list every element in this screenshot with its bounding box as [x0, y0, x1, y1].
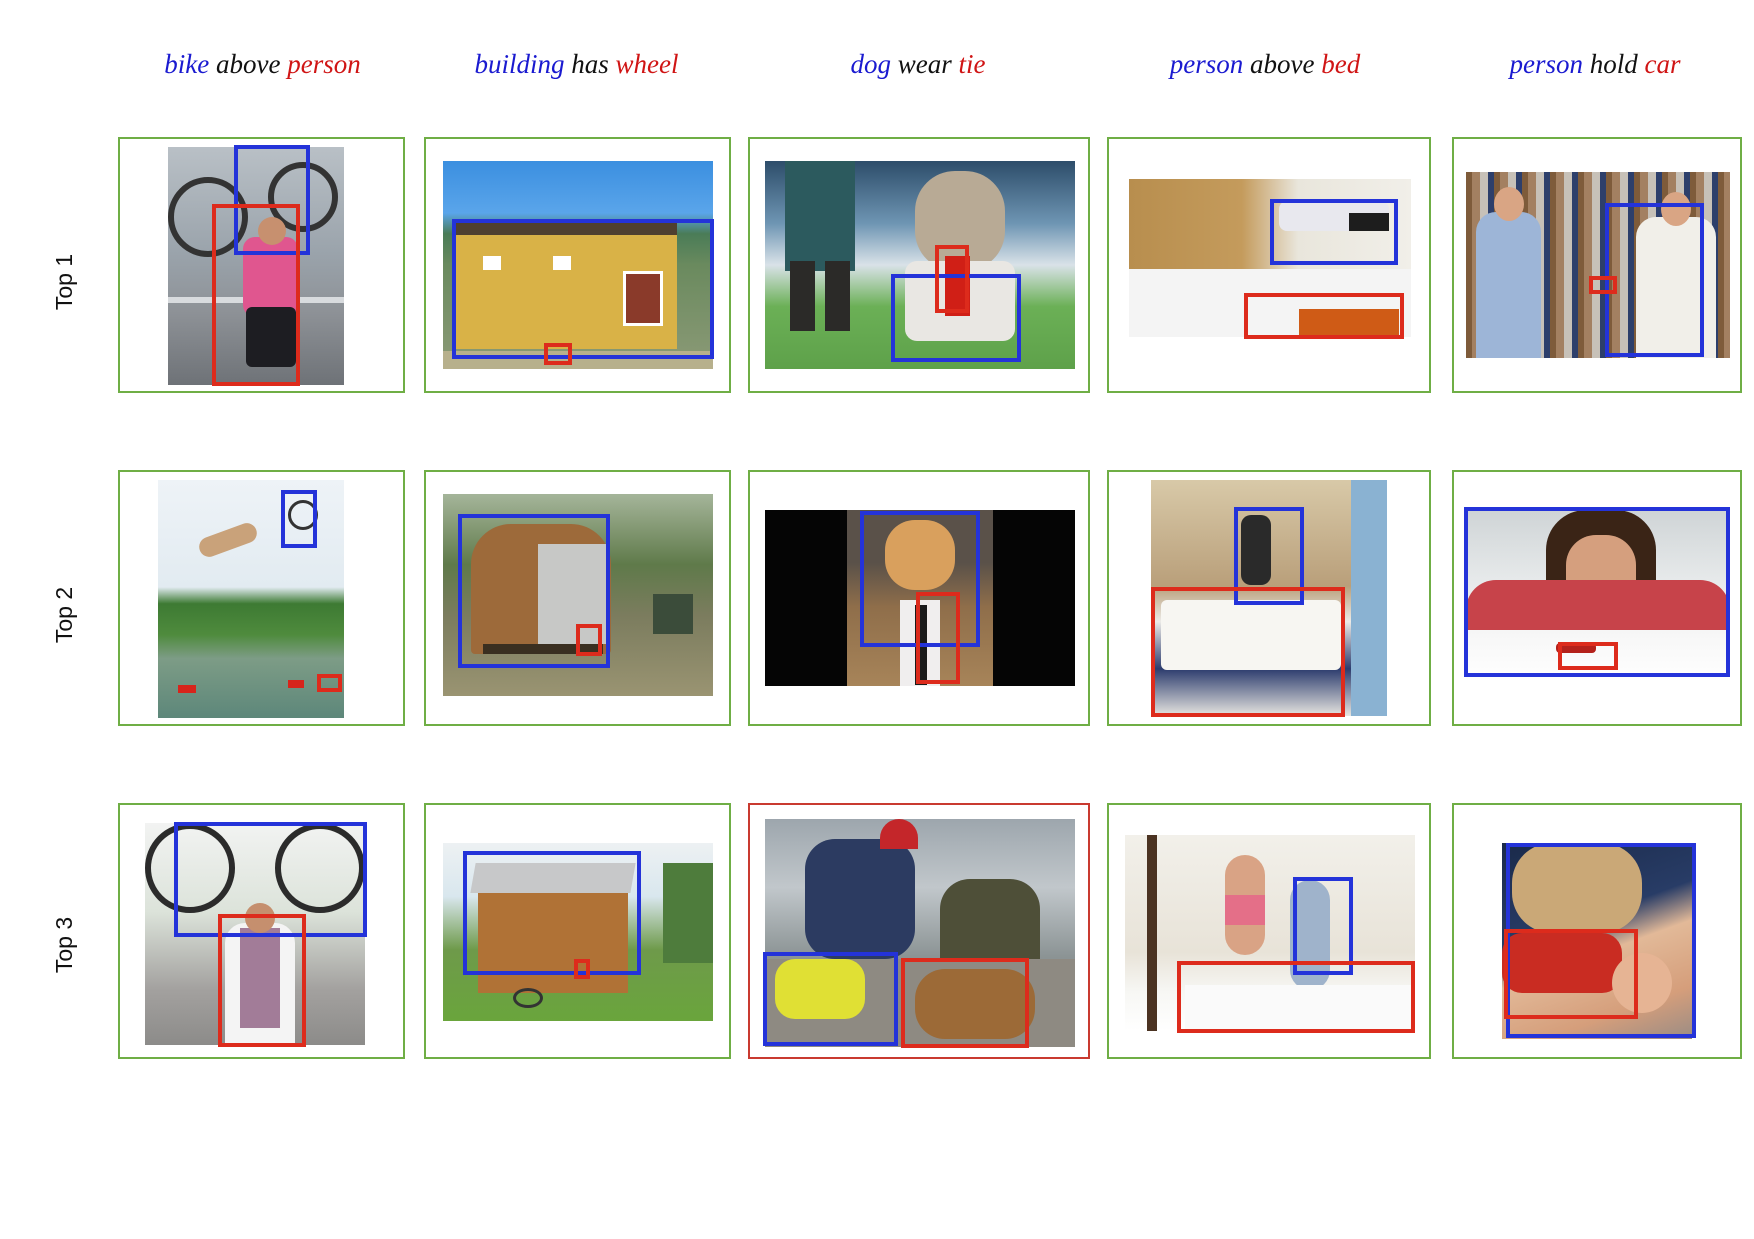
- result-image: [765, 819, 1075, 1047]
- result-cell[interactable]: [748, 470, 1090, 726]
- result-image: [1125, 835, 1415, 1031]
- result-cell[interactable]: [118, 803, 405, 1059]
- result-image: [443, 494, 713, 696]
- query-subject: person: [1509, 49, 1583, 79]
- object-box: [1589, 276, 1617, 294]
- object-box: [1177, 961, 1415, 1033]
- result-cell[interactable]: [748, 803, 1090, 1059]
- result-cell[interactable]: [424, 137, 731, 393]
- query-object: bed: [1321, 49, 1361, 79]
- query-header-3: dog wear tie: [748, 44, 1088, 84]
- object-box: [574, 959, 590, 979]
- result-cell[interactable]: [424, 470, 731, 726]
- subject-box: [763, 952, 898, 1046]
- query-subject: bike: [164, 49, 210, 79]
- query-predicate: above: [1250, 49, 1315, 79]
- result-image: [443, 161, 713, 369]
- subject-box: [1293, 877, 1353, 975]
- object-box: [1558, 642, 1618, 670]
- object-box: [218, 914, 306, 1047]
- subject-box: [234, 145, 310, 255]
- object-box: [212, 204, 300, 386]
- subject-box: [1464, 507, 1730, 677]
- query-predicate: has: [571, 49, 609, 79]
- object-box: [576, 624, 602, 656]
- result-cell[interactable]: [1452, 137, 1742, 393]
- result-image: [765, 510, 1075, 686]
- query-subject: building: [474, 49, 565, 79]
- row-label-top2: Top 2: [51, 586, 77, 644]
- subject-box: [463, 851, 641, 975]
- object-box: [916, 592, 960, 684]
- subject-box: [1506, 843, 1696, 1038]
- result-cell[interactable]: [118, 470, 405, 726]
- object-box: [544, 343, 572, 365]
- result-cell[interactable]: [1452, 803, 1742, 1059]
- subject-box: [281, 490, 317, 548]
- row-label-top1: Top 1: [51, 253, 77, 311]
- result-cell[interactable]: [748, 137, 1090, 393]
- query-predicate: hold: [1589, 49, 1638, 79]
- subject-box: [1605, 203, 1704, 357]
- subject-box: [860, 511, 980, 647]
- object-box: [317, 674, 342, 692]
- object-box: [1504, 929, 1638, 1019]
- query-header-1: bike above person: [120, 44, 405, 84]
- object-box: [901, 958, 1029, 1048]
- result-cell[interactable]: [1452, 470, 1742, 726]
- result-image: [145, 823, 365, 1045]
- subject-box: [1234, 507, 1304, 605]
- result-image: [1466, 510, 1730, 682]
- subject-box: [452, 219, 714, 359]
- query-predicate: above: [216, 49, 281, 79]
- query-subject: dog: [850, 49, 892, 79]
- result-cell[interactable]: [1107, 803, 1431, 1059]
- object-box: [1151, 587, 1345, 717]
- subject-box: [1270, 199, 1398, 265]
- row-label-top3: Top 3: [51, 916, 77, 974]
- object-box: [1244, 293, 1404, 339]
- result-image: [443, 843, 713, 1021]
- query-header-5: person hold car: [1450, 44, 1740, 84]
- result-cell[interactable]: [1107, 470, 1431, 726]
- query-object: car: [1644, 49, 1681, 79]
- query-header-4: person above bed: [1105, 44, 1425, 84]
- result-image: [1151, 480, 1387, 716]
- result-cell[interactable]: [118, 137, 405, 393]
- query-subject: person: [1169, 49, 1244, 79]
- result-image: [168, 147, 344, 385]
- query-object: person: [287, 49, 361, 79]
- query-object: tie: [958, 49, 986, 79]
- query-header-2: building has wheel: [424, 44, 729, 84]
- subject-box: [174, 822, 367, 937]
- subject-box: [458, 514, 610, 668]
- result-cell[interactable]: [424, 803, 731, 1059]
- query-predicate: wear: [897, 49, 952, 79]
- result-image: [1502, 843, 1692, 1039]
- query-object: wheel: [615, 49, 679, 79]
- result-cell[interactable]: [1107, 137, 1431, 393]
- object-box: [935, 245, 969, 313]
- subject-box: [891, 274, 1021, 362]
